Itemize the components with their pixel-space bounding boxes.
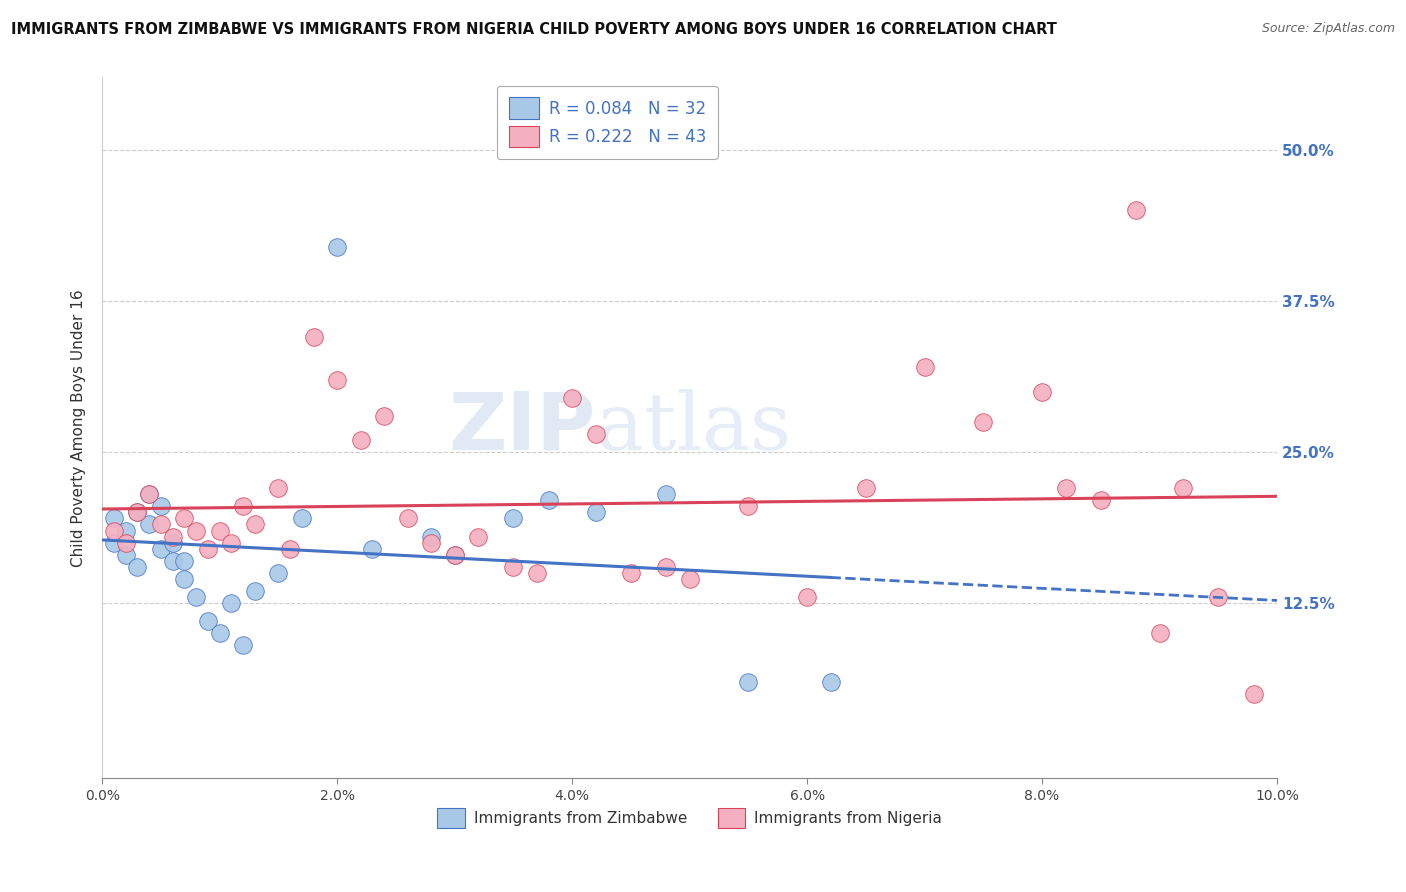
Point (561, 391, 583, 405)
Point (443, 548, 465, 562)
Point (162, 535, 184, 549)
Point (502, 511, 524, 525)
Point (186, 524, 208, 538)
Point (103, 511, 125, 525)
Point (585, 426, 607, 441)
Point (396, 511, 419, 525)
Point (1243, 687, 1265, 701)
Text: Source: ZipAtlas.com: Source: ZipAtlas.com (1261, 22, 1395, 36)
Point (1149, 626, 1171, 640)
Point (243, 517, 266, 532)
Point (855, 481, 877, 495)
Point (1171, 481, 1194, 495)
Text: IMMIGRANTS FROM ZIMBABWE VS IMMIGRANTS FROM NIGERIA CHILD POVERTY AMONG BOYS UND: IMMIGRANTS FROM ZIMBABWE VS IMMIGRANTS F… (11, 22, 1057, 37)
Point (267, 481, 290, 495)
Point (1054, 481, 1077, 495)
Point (737, 674, 759, 689)
Point (127, 505, 149, 519)
Point (162, 554, 184, 568)
Point (267, 566, 290, 580)
Point (197, 541, 219, 556)
Point (972, 415, 994, 429)
Point (232, 500, 254, 514)
Point (114, 524, 136, 538)
Point (197, 614, 219, 628)
Point (221, 535, 243, 549)
Point (678, 572, 700, 586)
Text: atlas: atlas (596, 389, 790, 467)
Point (173, 554, 195, 568)
Point (138, 487, 160, 501)
Point (361, 541, 384, 556)
Point (350, 433, 373, 447)
Point (796, 590, 818, 604)
Point (221, 596, 243, 610)
Point (326, 239, 349, 253)
Point (585, 505, 607, 519)
Point (1031, 384, 1053, 399)
Point (114, 535, 136, 549)
Point (138, 517, 160, 532)
Point (173, 511, 195, 525)
Point (103, 535, 125, 549)
Point (655, 559, 678, 574)
Point (1125, 203, 1147, 218)
Point (820, 674, 842, 689)
Point (420, 530, 443, 544)
Point (914, 360, 936, 375)
Point (138, 487, 160, 501)
Point (162, 530, 184, 544)
Point (127, 505, 149, 519)
Point (127, 559, 149, 574)
Point (326, 372, 349, 386)
Point (1090, 493, 1112, 508)
Point (186, 590, 208, 604)
Point (737, 500, 759, 514)
Point (502, 559, 524, 574)
Point (1206, 590, 1229, 604)
Point (114, 548, 136, 562)
Point (149, 500, 172, 514)
Point (232, 638, 254, 652)
Point (208, 626, 231, 640)
Point (655, 487, 678, 501)
Point (278, 541, 301, 556)
Y-axis label: Child Poverty Among Boys Under 16: Child Poverty Among Boys Under 16 (72, 289, 86, 566)
Point (149, 541, 172, 556)
Point (208, 524, 231, 538)
Point (149, 517, 172, 532)
Legend: Immigrants from Zimbabwe, Immigrants from Nigeria: Immigrants from Zimbabwe, Immigrants fro… (430, 802, 948, 834)
Point (291, 511, 314, 525)
Point (620, 566, 643, 580)
Point (537, 493, 560, 508)
Text: ZIP: ZIP (449, 389, 596, 467)
Point (173, 572, 195, 586)
Point (103, 524, 125, 538)
Point (243, 583, 266, 598)
Point (420, 535, 443, 549)
Point (373, 409, 395, 423)
Point (467, 530, 489, 544)
Point (302, 330, 325, 344)
Point (443, 548, 465, 562)
Point (526, 566, 548, 580)
